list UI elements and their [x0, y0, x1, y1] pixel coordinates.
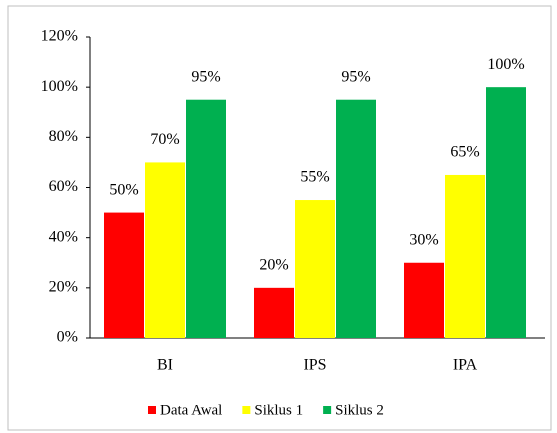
- legend-label: Data Awal: [160, 402, 222, 418]
- legend-swatch: [148, 406, 156, 414]
- data-label: 30%: [409, 231, 438, 248]
- y-tick-label: 100%: [41, 78, 78, 95]
- data-label: 95%: [191, 68, 220, 85]
- data-label: 55%: [300, 169, 329, 186]
- bar: [404, 262, 444, 338]
- y-tick-label: 40%: [49, 228, 78, 245]
- bar: [295, 200, 335, 338]
- x-tick-label: BI: [157, 357, 173, 374]
- data-label: 100%: [487, 56, 524, 73]
- bar: [186, 99, 226, 338]
- y-tick-label: 0%: [57, 329, 78, 346]
- y-tick-label: 120%: [41, 28, 78, 45]
- bar: [145, 162, 185, 338]
- legend-swatch: [323, 406, 332, 414]
- bar: [254, 287, 294, 338]
- y-tick-label: 80%: [49, 128, 78, 145]
- legend-label: Siklus 2: [335, 402, 384, 418]
- y-tick-label: 60%: [49, 178, 78, 195]
- bar: [104, 212, 144, 338]
- x-tick-label: IPS: [303, 357, 326, 374]
- y-tick-label: 20%: [49, 279, 78, 296]
- bar: [336, 99, 376, 338]
- data-label: 65%: [450, 144, 479, 161]
- bar: [486, 87, 526, 339]
- legend-label: Siklus 1: [254, 402, 303, 418]
- data-label: 95%: [341, 68, 370, 85]
- data-label: 70%: [150, 131, 179, 148]
- x-tick-label: IPA: [453, 357, 478, 374]
- bar: [445, 174, 485, 338]
- legend-swatch: [242, 406, 251, 414]
- data-label: 20%: [259, 257, 288, 274]
- data-label: 50%: [109, 181, 138, 198]
